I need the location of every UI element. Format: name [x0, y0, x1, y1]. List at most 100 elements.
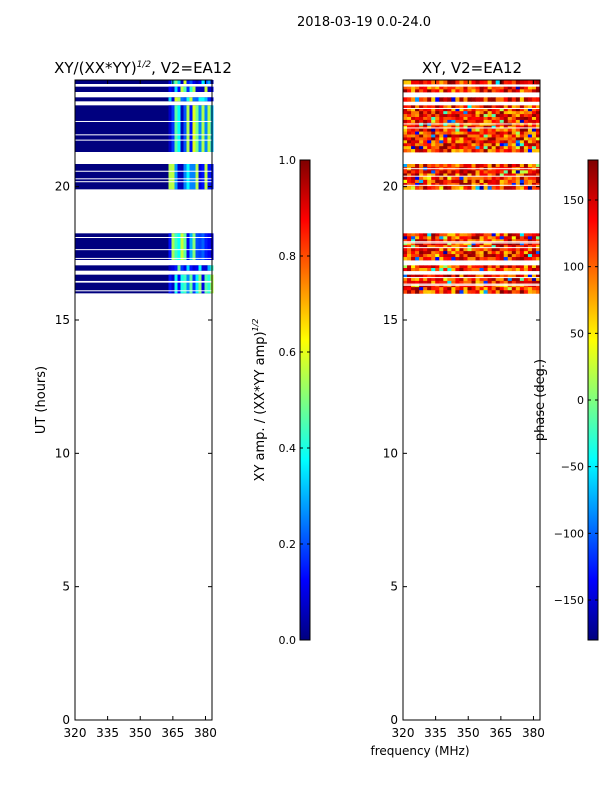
phase-cell	[527, 254, 533, 258]
phase-cell	[515, 280, 521, 285]
phase-cell	[415, 114, 420, 118]
phase-cell	[515, 248, 521, 252]
phase-cell	[423, 122, 428, 127]
phase-cell	[419, 97, 424, 102]
phase-cell	[483, 105, 489, 109]
phase-cell	[427, 268, 432, 272]
phase-cell	[515, 89, 521, 93]
phase-cell	[507, 245, 513, 249]
phase-cell	[435, 111, 440, 115]
phase-cell	[451, 233, 456, 237]
amplitude-cell	[204, 105, 208, 152]
phase-cell	[519, 80, 525, 85]
phase-cell	[507, 257, 513, 261]
phase-cell	[527, 245, 533, 249]
phase-cell	[419, 251, 424, 255]
phase-cell	[423, 117, 428, 121]
phase-cell	[535, 146, 541, 150]
phase-cell	[515, 149, 521, 153]
phase-cell	[467, 131, 472, 135]
phase-cell	[411, 254, 416, 258]
amplitude-cell	[180, 265, 184, 271]
x-tick-label: 335	[424, 726, 447, 740]
amplitude-colorbar-gradient	[299, 159, 311, 641]
amplitude-cell	[207, 105, 211, 152]
phase-cell	[459, 146, 464, 150]
phase-cell	[471, 186, 476, 190]
phase-cell	[459, 265, 464, 269]
phase-cell	[495, 128, 501, 132]
phase-cell	[407, 265, 412, 269]
phase-cell	[443, 119, 448, 124]
phase-cell	[475, 290, 480, 294]
phase-cell	[451, 239, 456, 243]
phase-cell	[491, 280, 497, 285]
colorbar-tick-label: 0.2	[279, 538, 297, 551]
phase-cell	[463, 176, 468, 181]
amplitude-cell	[192, 105, 196, 152]
phase-cell	[507, 290, 513, 294]
phase-cell	[527, 257, 533, 261]
phase-cell	[491, 239, 497, 243]
phase-cell	[495, 137, 501, 141]
phase-cell	[455, 131, 460, 135]
phase-cell	[531, 149, 537, 153]
phase-cell	[499, 146, 505, 150]
phase-cell	[475, 248, 480, 252]
phase-cell	[523, 131, 529, 135]
phase-cell	[519, 173, 525, 178]
phase-cell	[479, 170, 484, 174]
phase-cell	[471, 122, 476, 127]
x-tick-label: 365	[489, 726, 512, 740]
phase-cell	[531, 80, 537, 85]
phase-cell	[471, 128, 476, 132]
phase-cell	[507, 117, 513, 121]
phase-cell	[419, 186, 424, 190]
phase-cell	[415, 119, 420, 124]
phase-cell	[515, 119, 521, 124]
phase-cell	[431, 89, 436, 93]
phase-cell	[499, 134, 505, 138]
phase-cell	[451, 108, 456, 112]
phase-cell	[503, 254, 509, 258]
phase-cell	[447, 173, 452, 178]
amplitude-cell	[168, 265, 172, 271]
phase-cell	[475, 114, 480, 118]
phase-cell	[479, 149, 484, 153]
phase-cell	[531, 86, 537, 90]
phase-cell	[431, 176, 436, 181]
phase-cell	[487, 277, 493, 282]
phase-cell	[411, 233, 416, 237]
phase-cell	[531, 239, 537, 243]
phase-x-axis-label: frequency (MHz)	[370, 744, 469, 758]
phase-cell	[535, 245, 541, 249]
phase-cell	[427, 149, 432, 153]
phase-cell	[471, 97, 476, 102]
phase-cell	[415, 164, 420, 168]
phase-cell	[415, 111, 420, 115]
phase-cell	[423, 143, 428, 147]
phase-cell	[495, 131, 501, 135]
phase-cell	[447, 134, 452, 138]
phase-cell	[411, 173, 416, 178]
amplitude-band	[75, 86, 212, 92]
phase-cell	[531, 274, 537, 279]
phase-cell	[475, 236, 480, 240]
phase-cell	[419, 86, 424, 90]
phase-cell	[499, 140, 505, 144]
phase-cell	[447, 97, 452, 102]
phase-cell	[443, 268, 448, 272]
phase-cell	[483, 164, 489, 168]
phase-cell	[531, 176, 537, 181]
phase-cell	[431, 149, 436, 153]
phase-cell	[523, 280, 529, 285]
phase-cell	[515, 164, 521, 168]
phase-cell	[431, 274, 436, 279]
phase-cell	[499, 179, 505, 184]
amplitude-cell	[204, 274, 208, 294]
phase-cell	[499, 131, 505, 135]
phase-cell	[463, 274, 468, 279]
phase-cell	[431, 140, 436, 144]
phase-cell	[455, 274, 460, 279]
amplitude-cell	[183, 105, 187, 152]
